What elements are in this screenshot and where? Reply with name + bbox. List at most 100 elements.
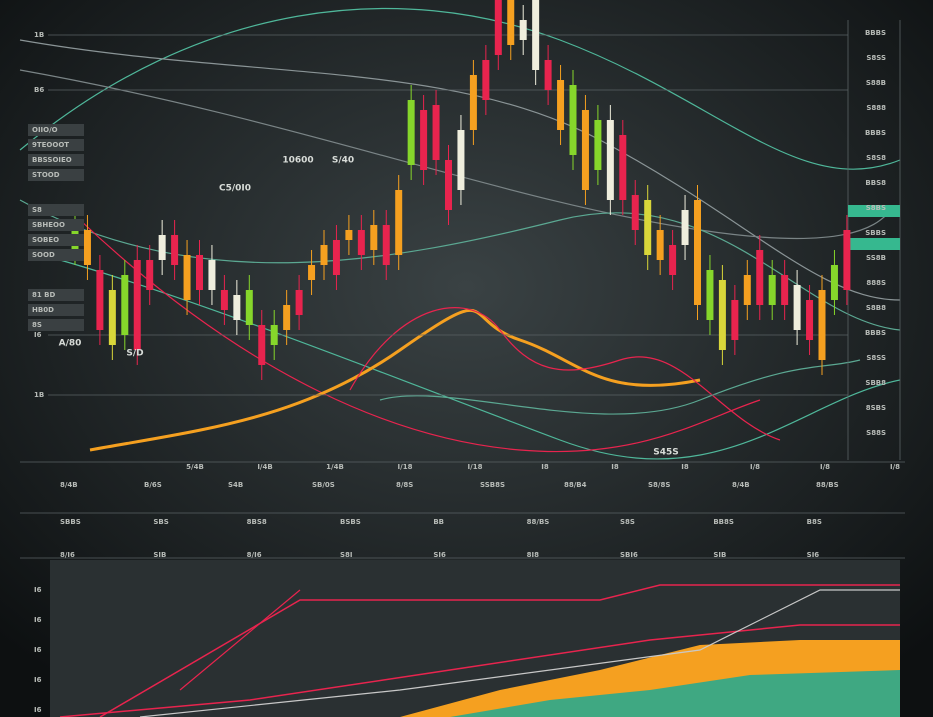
left-panel-label: SOBEO xyxy=(32,236,59,244)
candle-body xyxy=(843,230,851,290)
info-label: 8/8S xyxy=(396,481,413,489)
x-axis-label: I/8 xyxy=(890,463,900,471)
candle-body xyxy=(718,280,726,350)
annotation: A/80 xyxy=(59,339,82,349)
panel-box xyxy=(28,154,84,166)
info-label: S8S xyxy=(620,518,635,526)
candle-body xyxy=(183,255,191,300)
left-panel-label: STOOD xyxy=(32,171,60,179)
candle-body xyxy=(631,195,639,230)
info-label: B8S xyxy=(807,518,822,526)
annotation: 10600 xyxy=(282,156,313,166)
right-panel-label: S8S8 xyxy=(866,154,886,162)
info-label: 8/4B xyxy=(60,481,78,489)
x-axis-label: I/18 xyxy=(398,463,413,471)
info-label: SSB8S xyxy=(480,481,505,489)
annotation: S45S xyxy=(653,448,679,458)
line xyxy=(179,589,301,691)
x-axis-label: I/8 xyxy=(820,463,830,471)
candle-body xyxy=(345,230,353,240)
curve xyxy=(79,219,761,453)
info-label: SBBS xyxy=(60,518,81,526)
candle-body xyxy=(208,260,216,290)
left-panel-label: HB0D xyxy=(32,306,54,314)
lower-chart xyxy=(50,560,900,717)
candle-body xyxy=(407,100,415,165)
candle-body xyxy=(731,300,739,340)
curve xyxy=(19,8,901,170)
candle-body xyxy=(669,245,677,275)
panel-box xyxy=(28,124,84,136)
candle-body xyxy=(457,130,465,190)
candle-body xyxy=(694,200,701,305)
candle-body xyxy=(158,235,166,260)
info-label: SBI6 xyxy=(620,551,638,559)
candle-body xyxy=(569,85,577,155)
curve xyxy=(19,69,901,239)
annotation: S/D xyxy=(126,349,143,359)
candle-body xyxy=(830,265,838,300)
right-panel-label: S88S xyxy=(866,429,886,437)
right-panel-label: S8B8 xyxy=(866,304,886,312)
candle-body xyxy=(743,275,751,305)
left-panel-label: SOOD xyxy=(32,251,55,259)
y-tick-label: 1B xyxy=(34,391,44,399)
candle-body xyxy=(619,135,627,200)
candle-body xyxy=(469,75,477,130)
candle-body xyxy=(270,325,278,345)
highlight xyxy=(848,205,900,217)
candle-body xyxy=(233,295,241,320)
info-label: SIB xyxy=(153,551,166,559)
info-label: 8/I6 xyxy=(60,551,75,559)
x-axis-label: I8 xyxy=(541,463,549,471)
left-panel-label: 9TEOOOT xyxy=(32,141,69,149)
curve xyxy=(379,359,861,415)
candle-body xyxy=(507,0,515,45)
candle-body xyxy=(133,260,141,350)
y-tick-label: I6 xyxy=(34,331,42,339)
candle-body xyxy=(320,245,328,265)
candle-body xyxy=(357,230,365,255)
info-label: 8/4B xyxy=(732,481,750,489)
right-panel-label: BBBS xyxy=(865,329,886,337)
candle-body xyxy=(482,60,490,100)
info-label: 8I8 xyxy=(527,551,539,559)
right-panel-label: S8BS xyxy=(866,204,886,212)
right-panel-label: BBBS xyxy=(865,129,886,137)
candle-body xyxy=(258,325,266,365)
candle-body xyxy=(420,110,428,170)
panel-box xyxy=(28,204,84,216)
info-label: S4B xyxy=(228,481,243,489)
candle-body xyxy=(594,120,602,170)
candle-body xyxy=(781,275,789,305)
info-label: SB/0S xyxy=(312,481,335,489)
candle-body xyxy=(382,225,390,265)
candle-body xyxy=(806,300,814,340)
candle-body xyxy=(283,305,291,330)
info-label: SIB xyxy=(713,551,726,559)
left-panel-label: 81 BD xyxy=(32,291,56,299)
line xyxy=(99,584,900,717)
right-panel-label: S8SS xyxy=(866,354,886,362)
candle-body xyxy=(706,270,714,320)
right-panel-label: SBB8 xyxy=(865,379,886,387)
candle-body xyxy=(519,20,527,40)
left-panel-label: OIIO/O xyxy=(32,126,58,134)
x-axis-label: I8 xyxy=(681,463,689,471)
candle-body xyxy=(532,0,540,70)
candle-body xyxy=(332,240,340,275)
x-axis-label: I/8 xyxy=(750,463,760,471)
left-panel-label: S8 xyxy=(32,206,42,214)
lower-axis-label: I6 xyxy=(34,586,42,594)
left-panel-label: SBHEOO xyxy=(32,221,65,229)
highlight xyxy=(848,238,900,250)
line xyxy=(139,589,900,717)
candle-body xyxy=(245,290,253,325)
panel-box xyxy=(28,289,84,301)
info-label: 88/BS xyxy=(816,481,839,489)
panel-box xyxy=(28,169,84,181)
lower-axis-label: I6 xyxy=(34,616,42,624)
candle-body xyxy=(494,0,502,55)
right-panel-label: S88B xyxy=(866,79,886,87)
